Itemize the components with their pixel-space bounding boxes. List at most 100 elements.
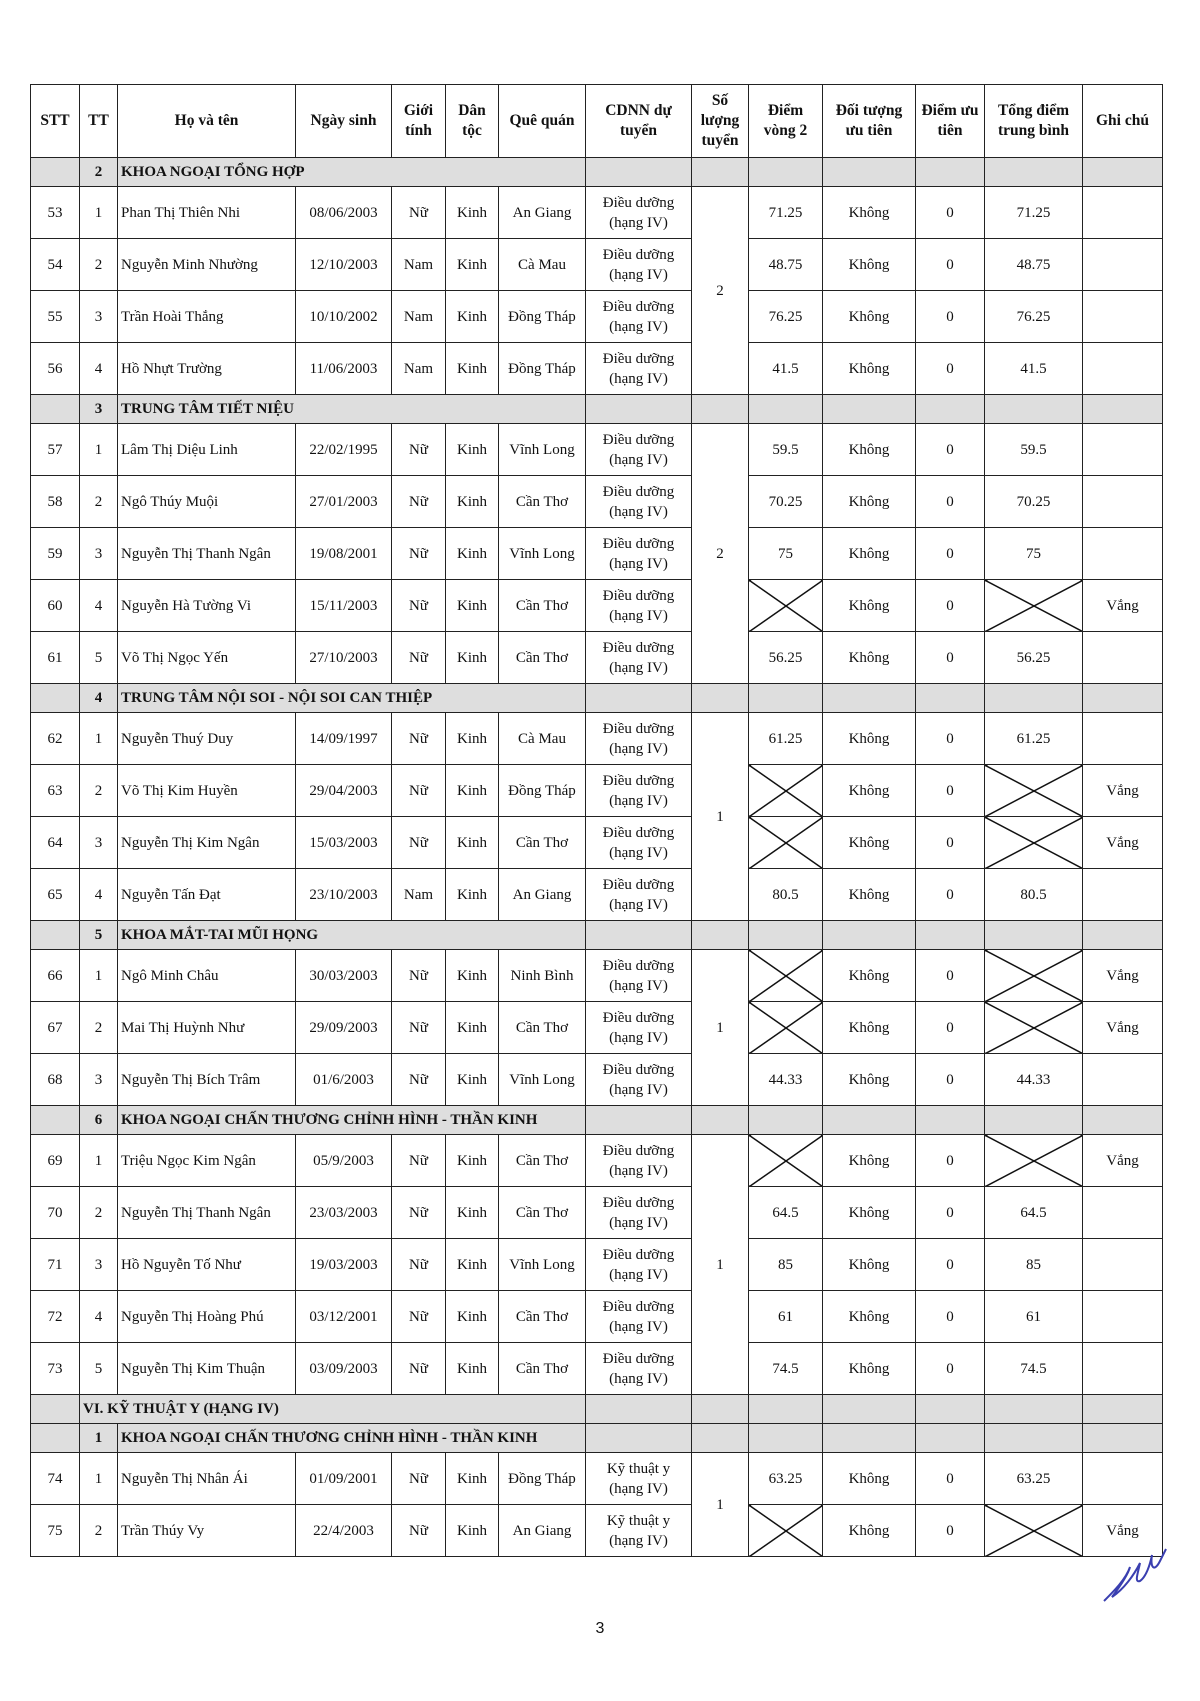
section-number: 6 <box>79 1105 118 1135</box>
tt-cell: 2 <box>79 475 118 528</box>
priority-score-cell: 0 <box>915 712 985 765</box>
ethnicity-cell: Kinh <box>445 475 499 528</box>
cdnn-cell: Điều dưỡng (hạng IV) <box>585 1342 692 1395</box>
ethnicity-cell: Kinh <box>445 631 499 684</box>
stt-cell: 63 <box>30 764 80 817</box>
note-cell <box>1082 868 1163 921</box>
hometown-cell: Vĩnh Long <box>498 1238 586 1291</box>
cdnn-cell: Điều dưỡng (hạng IV) <box>585 1186 692 1239</box>
stt-cell: 65 <box>30 868 80 921</box>
section-title: TRUNG TÂM TIẾT NIỆU <box>117 394 586 424</box>
dob-cell: 29/04/2003 <box>295 764 392 817</box>
section-empty-cell <box>1082 157 1163 187</box>
ethnicity-cell: Kinh <box>445 579 499 632</box>
absent-cross-mark <box>984 764 1083 817</box>
tt-cell: 2 <box>79 764 118 817</box>
section-stt <box>30 683 80 713</box>
stt-cell: 71 <box>30 1238 80 1291</box>
dob-cell: 01/6/2003 <box>295 1053 392 1106</box>
section-empty-cell <box>915 1394 985 1424</box>
hometown-cell: Đồng Tháp <box>498 764 586 817</box>
stt-cell: 74 <box>30 1452 80 1505</box>
section-title: KHOA NGOẠI CHẤN THƯƠNG CHỈNH HÌNH - THẦN… <box>117 1105 586 1135</box>
priority-group-cell: Không <box>822 1186 916 1239</box>
quota-cell: 1 <box>691 1452 749 1557</box>
name-cell: Nguyễn Thị Kim Ngân <box>117 816 296 869</box>
tt-cell: 3 <box>79 1238 118 1291</box>
name-cell: Nguyễn Thị Bích Trâm <box>117 1053 296 1106</box>
stt-cell: 54 <box>30 238 80 291</box>
ethnicity-cell: Kinh <box>445 1186 499 1239</box>
section-stt <box>30 157 80 187</box>
note-cell <box>1082 238 1163 291</box>
section-empty-cell <box>984 1423 1083 1453</box>
name-cell: Nguyễn Thị Thanh Ngân <box>117 527 296 580</box>
gender-cell: Nữ <box>391 423 446 476</box>
note-cell: Vắng <box>1082 949 1163 1002</box>
total-cell: 61 <box>984 1290 1083 1343</box>
signature <box>1103 1548 1167 1602</box>
score-cell: 85 <box>748 1238 823 1291</box>
section-empty-cell <box>822 920 916 950</box>
absent-cross-mark <box>984 579 1083 632</box>
gender-cell: Nam <box>391 238 446 291</box>
header-hometown: Quê quán <box>498 84 586 158</box>
note-cell: Vắng <box>1082 1001 1163 1054</box>
name-cell: Trần Hoài Thắng <box>117 290 296 343</box>
table-row: 74 1 Nguyễn Thị Nhân Ái 01/09/2001 Nữ Kinh Đồn… <box>30 1452 1163 1557</box>
total-cell: 80.5 <box>984 868 1083 921</box>
stt-cell: 67 <box>30 1001 80 1054</box>
section-empty-cell <box>984 1105 1083 1135</box>
header-cdnn: CDNN dự tuyển <box>585 84 692 158</box>
table-row: 62 1 Nguyễn Thuý Duy 14/09/1997 Nữ Kinh Cà Mau… <box>30 712 1163 921</box>
table-row: 60 4 Nguyễn Hà Tường Vi 15/11/2003 Nữ Kinh Cần… <box>30 579 1163 632</box>
name-cell: Nguyễn Thuý Duy <box>117 712 296 765</box>
section-empty-cell <box>984 683 1083 713</box>
name-cell: Võ Thị Ngọc Yến <box>117 631 296 684</box>
name-cell: Nguyễn Minh Nhường <box>117 238 296 291</box>
tt-cell: 5 <box>79 631 118 684</box>
candidate-results-table: STT TT Họ và tên Ngày sinh Giới tính Dân tộc Q… <box>30 84 1163 1557</box>
stt-cell: 62 <box>30 712 80 765</box>
section-empty-cell <box>748 920 823 950</box>
total-cell: 64.5 <box>984 1186 1083 1239</box>
hometown-cell: An Giang <box>498 868 586 921</box>
gender-cell: Nữ <box>391 579 446 632</box>
hometown-cell: Vĩnh Long <box>498 1053 586 1106</box>
tt-cell: 2 <box>79 238 118 291</box>
total-cell: 70.25 <box>984 475 1083 528</box>
section-heading-row: 5 KHOA MẮT-TAI MŨI HỌNG <box>30 920 1163 950</box>
ethnicity-cell: Kinh <box>445 1053 499 1106</box>
note-cell: Vắng <box>1082 1504 1163 1557</box>
section-heading-row: 1 KHOA NGOẠI CHẤN THƯƠNG CHỈNH HÌNH - THẦ… <box>30 1423 1163 1453</box>
header-total: Tổng điểm trung bình <box>984 84 1083 158</box>
tt-cell: 4 <box>79 342 118 395</box>
score-cell: 64.5 <box>748 1186 823 1239</box>
stt-cell: 66 <box>30 949 80 1002</box>
section-empty-cell <box>915 1105 985 1135</box>
cdnn-cell: Điều dưỡng (hạng IV) <box>585 475 692 528</box>
page-number: 3 <box>595 1620 605 1637</box>
tt-cell: 1 <box>79 423 118 476</box>
gender-cell: Nữ <box>391 1238 446 1291</box>
section-stt <box>30 394 80 424</box>
dob-cell: 27/10/2003 <box>295 631 392 684</box>
note-cell <box>1082 1053 1163 1106</box>
cdnn-cell: Điều dưỡng (hạng IV) <box>585 949 692 1002</box>
section-empty-cell <box>915 683 985 713</box>
hometown-cell: Cần Thơ <box>498 579 586 632</box>
cdnn-cell: Điều dưỡng (hạng IV) <box>585 238 692 291</box>
priority-score-cell: 0 <box>915 764 985 817</box>
section-empty-cell <box>691 157 749 187</box>
header-note: Ghi chú <box>1082 84 1163 158</box>
total-cell: 75 <box>984 527 1083 580</box>
gender-cell: Nam <box>391 290 446 343</box>
dob-cell: 11/06/2003 <box>295 342 392 395</box>
table-row: 61 5 Võ Thị Ngọc Yến 27/10/2003 Nữ Kinh Cần Th… <box>30 631 1163 684</box>
section-empty-cell <box>748 157 823 187</box>
priority-score-cell: 0 <box>915 527 985 580</box>
hometown-cell: Cần Thơ <box>498 1186 586 1239</box>
note-cell <box>1082 475 1163 528</box>
note-cell: Vắng <box>1082 579 1163 632</box>
ethnicity-cell: Kinh <box>445 342 499 395</box>
